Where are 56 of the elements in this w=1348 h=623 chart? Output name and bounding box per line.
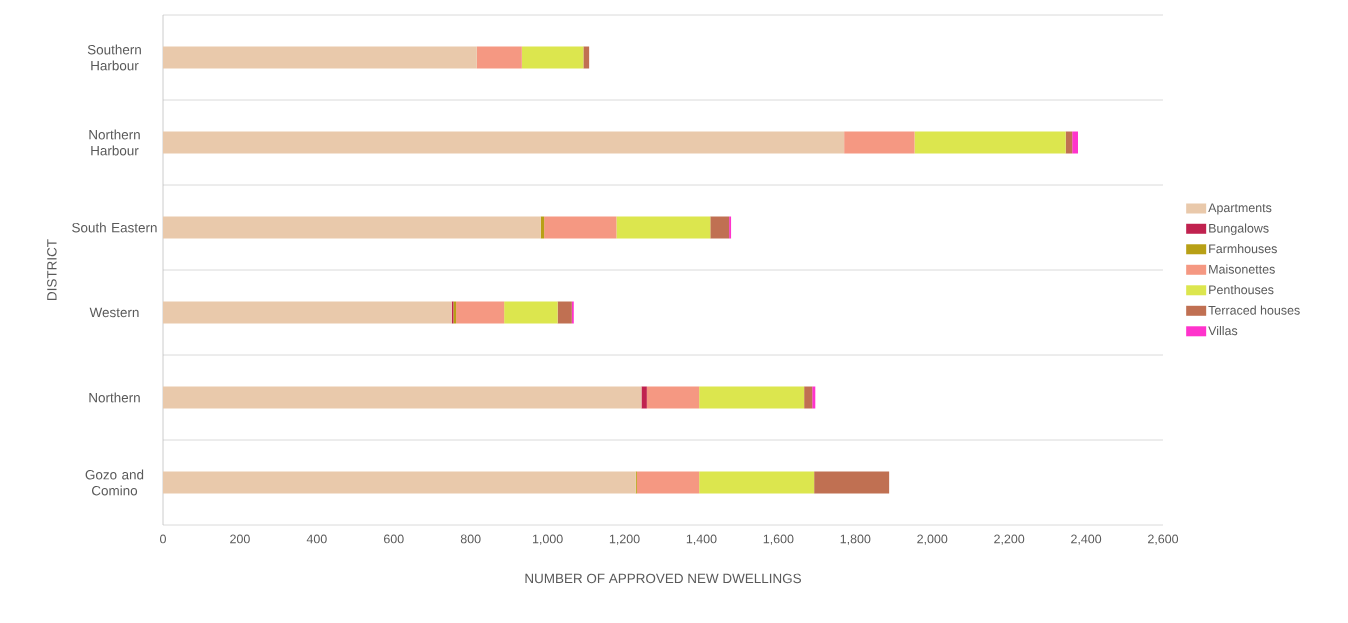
x-tick-label: 200 <box>230 534 250 544</box>
x-tick-label: 1,800 <box>840 534 871 545</box>
x-tick-label: 400 <box>306 534 327 544</box>
y-tick-label: Western <box>89 307 139 318</box>
bar <box>812 386 816 409</box>
x-tick-label: 1,200 <box>609 534 640 545</box>
legend-label: Villas <box>1208 326 1238 336</box>
bar <box>456 301 505 324</box>
bar <box>163 131 845 154</box>
bar <box>1065 131 1073 154</box>
y-tick-label: Northern Harbour <box>89 129 140 156</box>
x-axis-title: NUMBER OF APPROVED NEW DWELLINGS <box>525 573 801 584</box>
bar <box>641 386 647 409</box>
bar <box>544 216 617 239</box>
bar <box>646 386 700 409</box>
bar <box>163 386 642 409</box>
bar <box>557 301 572 324</box>
y-tick-label: Northern <box>89 392 140 403</box>
legend-label: Penthouses <box>1209 285 1274 295</box>
x-tick-label: 2,000 <box>917 534 948 545</box>
x-tick-label: 1,400 <box>686 534 717 545</box>
x-tick-label: 1,000 <box>532 534 563 545</box>
x-tick-label: 600 <box>384 534 404 544</box>
bar <box>1072 131 1078 154</box>
bar <box>583 46 590 69</box>
bar <box>699 386 805 409</box>
bar <box>163 471 636 494</box>
x-tick-label: 1,600 <box>763 534 794 545</box>
x-tick-label: 2,400 <box>1071 534 1102 545</box>
bar <box>699 471 815 494</box>
y-tick-label: Gozo and Comino <box>85 469 144 496</box>
bar <box>616 216 711 239</box>
legend-label: Farmhouses <box>1209 244 1277 254</box>
legend-label: Maisonettes <box>1209 264 1275 274</box>
y-axis-title: DISTRICT <box>47 239 57 300</box>
bar <box>163 46 477 69</box>
bar <box>521 46 584 69</box>
bar <box>914 131 1066 154</box>
legend-label: Bungalows <box>1209 223 1269 236</box>
legend-label: Terraced houses <box>1208 305 1300 315</box>
y-tick-label: South Eastern <box>72 222 157 233</box>
x-tick-label: 0 <box>160 534 166 544</box>
bar <box>504 301 558 324</box>
legend-label: Apartments <box>1208 203 1272 215</box>
x-tick-label: 800 <box>460 534 481 544</box>
bar <box>804 386 813 409</box>
bar <box>476 46 522 69</box>
bar <box>844 131 915 154</box>
x-tick-label: 2,200 <box>994 534 1025 545</box>
bar <box>163 301 452 324</box>
bar <box>710 216 730 239</box>
bar <box>163 216 541 239</box>
bar <box>636 471 700 494</box>
y-tick-label: Southern Harbour <box>87 44 141 71</box>
x-tick-label: 2,600 <box>1148 534 1179 545</box>
bar <box>814 471 890 494</box>
